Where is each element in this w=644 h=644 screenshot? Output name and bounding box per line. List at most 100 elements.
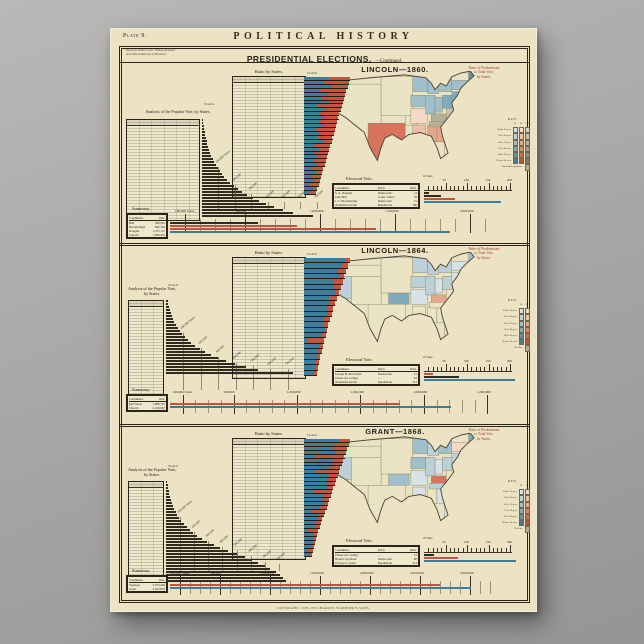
ratio-row: [304, 497, 330, 502]
key-swatch: [524, 133, 530, 140]
ratio-row: [304, 175, 321, 179]
electoral-bar: [424, 373, 433, 375]
analysis-bar: [166, 568, 271, 570]
key-footer-swatch: [524, 345, 530, 352]
ratio-rep-segment: [304, 171, 316, 175]
analysis-bar: [166, 348, 200, 350]
analysis-bar: [166, 562, 259, 564]
key-swatch: [524, 520, 530, 527]
ratio-row: [304, 139, 332, 144]
key-row-label: 90 p.ct. & over: [502, 340, 518, 344]
ratio-dem-segment: [313, 178, 321, 182]
analysis-bar: [166, 369, 258, 371]
analysis-gridline: [194, 532, 195, 571]
analysis-gridline: [180, 517, 181, 571]
analysis-bar: [166, 300, 168, 302]
key-title: KEY.: [508, 298, 518, 302]
key-swatch: [512, 127, 519, 134]
analysis-bar: [202, 194, 247, 196]
ratio-dem-segment: [326, 108, 341, 112]
summary-scale-value: 1,000,000: [260, 570, 274, 575]
key-footer-swatch: [524, 526, 530, 533]
ratio-row: [304, 333, 326, 339]
analysis-heading-line2: by States.: [144, 291, 160, 297]
electoral-bars: 50 100 150 200: [424, 178, 528, 209]
electoral-tick: [436, 367, 438, 371]
analysis-bar: [166, 490, 169, 492]
ratio-rep-segment: [304, 175, 312, 178]
key-row-label: Under 50 p.ct.: [497, 128, 512, 132]
map-key: KEY. R. D. Under 50 p.ct. 50 to 60 p.ct. 60 t…: [496, 479, 530, 533]
ratio-dem-segment: [334, 462, 342, 466]
key-swatch: [518, 489, 525, 496]
ratio-rep-segment: [304, 521, 317, 525]
ratio-row: [304, 135, 333, 140]
electoral-header-cell: Candidates.: [334, 548, 378, 553]
analysis-bar: [166, 508, 175, 510]
analysis-gridline: [218, 167, 219, 209]
key-swatch: [512, 145, 519, 152]
analysis-bar: [202, 170, 220, 172]
sheet-title: PRESIDENTIAL ELECTIONS. —Continued.: [120, 49, 529, 67]
electoral-tick-label: 50: [442, 178, 446, 182]
ratio-rep-segment: [304, 163, 318, 167]
electoral-tick: [454, 548, 455, 552]
key-col-header: R.: [520, 484, 523, 487]
key-row: 50 to 60 p.ct.: [496, 495, 530, 502]
analysis-bar: [202, 212, 293, 214]
summary-header-cell: Vote.: [147, 397, 166, 402]
electoral-tick-label: 150: [485, 178, 491, 182]
analysis-bar: [166, 529, 190, 531]
ratio-dem-segment: [311, 167, 324, 171]
ratio-dem-segment: [311, 175, 321, 178]
ratio-table: [232, 257, 306, 379]
page-frame: Based on Tables in the 'Tribune Almanac'…: [119, 46, 530, 603]
key-row: 90 p.ct. & over: [496, 158, 530, 165]
analysis-bar: [202, 173, 222, 175]
analysis-bar: [166, 577, 284, 579]
ratio-row: [304, 446, 348, 451]
analysis-table: [128, 481, 164, 583]
electoral-cell: Horatio Seymour: [335, 556, 357, 561]
analysis-gridline: [278, 564, 280, 571]
ratio-dem-segment: [328, 311, 332, 316]
ratio-rep-segment: [304, 442, 337, 446]
key-swatch: [518, 339, 525, 346]
ratio-rep-segment: [304, 263, 342, 268]
analysis-bar: [166, 333, 182, 335]
ratio-dem-segment: [334, 446, 348, 450]
key-swatch: [512, 158, 519, 165]
ratio-dem-segment: [328, 92, 346, 96]
key-header-row: R. D.: [496, 302, 530, 308]
ratio-dem-segment: [318, 112, 340, 116]
analysis-heading: Analysis of the Popular Vote, by States.: [120, 467, 184, 477]
key-row-label: 80 to 90 p.ct.: [504, 333, 518, 337]
ratio-dem-segment: [314, 159, 326, 163]
ratio-row: [304, 127, 335, 132]
ratio-row: [304, 96, 344, 101]
key-footer-label: No Vote.: [514, 346, 524, 350]
analysis-bar: [166, 354, 211, 356]
summary-header-cell: Candidates.: [128, 397, 148, 402]
ratio-rep-segment: [304, 190, 310, 194]
ratio-dem-segment: [314, 370, 317, 375]
analysis-bar: [166, 532, 194, 534]
key-swatch: [524, 495, 530, 502]
ratio-dem-segment: [329, 77, 350, 80]
ratio-row: [304, 186, 318, 191]
electoral-bars: 50 100 150 200: [424, 540, 528, 571]
analysis-bar: [166, 514, 178, 516]
electoral-table-row: (States not voting) — 81: [335, 376, 418, 380]
ratio-dem-segment: [315, 365, 318, 370]
analysis-bar: [166, 496, 171, 498]
ratio-row: [304, 354, 321, 360]
electoral-table-row: George B. McClellan Democratic 21: [335, 372, 418, 376]
ratio-dem-segment: [318, 513, 324, 517]
summary-table-row: Lincoln 1,866,452: [129, 233, 166, 237]
analysis-bar: [166, 336, 185, 338]
electoral-tick: [505, 186, 507, 190]
analysis-bar: [166, 327, 178, 329]
ratio-dem-segment: [316, 127, 335, 131]
ratio-chart: [304, 77, 352, 195]
ratio-dem-segment: [318, 354, 321, 359]
